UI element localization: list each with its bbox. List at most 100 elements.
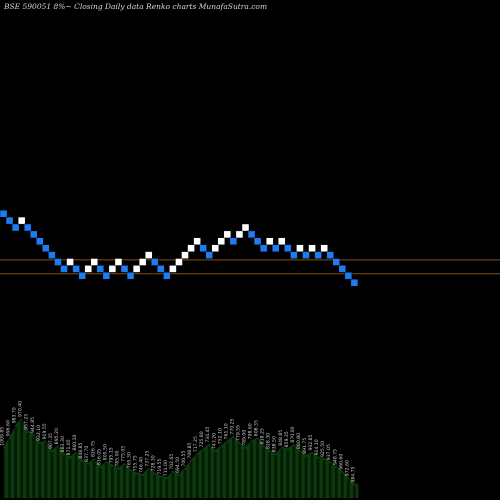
volume-bar xyxy=(316,458,320,498)
volume-label: 914.10 xyxy=(314,439,320,455)
volume-label: 717.25 xyxy=(193,436,199,452)
volume-bar xyxy=(141,476,145,498)
renko-brick-down xyxy=(205,251,213,259)
volume-bar xyxy=(353,485,356,498)
volume-bar xyxy=(213,452,217,498)
renko-brick-down xyxy=(314,251,322,259)
renko-brick-up xyxy=(84,265,92,273)
renko-brick-down xyxy=(350,279,359,287)
volume-bar xyxy=(135,474,138,498)
volume-bar xyxy=(32,436,36,498)
volume-bar xyxy=(38,444,42,498)
volume-bar xyxy=(268,452,272,498)
volume-bar xyxy=(232,437,235,498)
volume-bar xyxy=(219,447,223,498)
volume-label: 932.10 xyxy=(36,425,42,441)
volume-bar xyxy=(328,463,332,498)
volume-bar xyxy=(111,466,114,498)
volume-bar xyxy=(80,461,84,498)
volume-bar xyxy=(177,476,181,498)
volume-label: 996.60 xyxy=(6,420,12,436)
renko-brick-down xyxy=(30,230,38,239)
volume-label: 826.75 xyxy=(90,441,96,457)
volume-bar xyxy=(292,445,296,498)
volume-label: 789.00 xyxy=(242,430,248,446)
renko-brick-down xyxy=(163,272,171,280)
volume-label: 805.50 xyxy=(102,444,108,460)
renko-brick-down xyxy=(272,244,280,252)
renko-brick-down xyxy=(326,251,334,259)
volume-label: 907.35 xyxy=(48,433,54,449)
volume-bar xyxy=(50,452,54,498)
renko-brick-down xyxy=(247,230,256,239)
volume-label: 818.25 xyxy=(260,428,266,444)
volume-bar xyxy=(322,460,326,498)
volume-label: 837.70 xyxy=(84,446,90,462)
volume-bar xyxy=(86,464,90,498)
volume-label: 765.30 xyxy=(127,452,133,468)
volume-label: 957.25 xyxy=(24,414,30,430)
volume-label: 970.40 xyxy=(18,401,24,417)
renko-brick-down xyxy=(60,265,68,273)
volume-bar xyxy=(274,455,278,498)
renko-brick-up xyxy=(144,251,153,259)
renko-brick-down xyxy=(54,258,62,266)
volume-label: 728.30 xyxy=(151,455,157,471)
renko-brick-up xyxy=(108,265,117,273)
renko-brick-up xyxy=(308,244,316,252)
renko-brick-down xyxy=(290,251,298,259)
volume-bar xyxy=(26,432,30,498)
renko-brick-up xyxy=(296,244,304,252)
volume-bar xyxy=(244,448,247,498)
volume-bar xyxy=(129,471,132,498)
renko-brick-up xyxy=(138,258,147,266)
renko-brick-up xyxy=(235,230,244,239)
volume-bar xyxy=(225,442,229,498)
renko-brick-down xyxy=(5,216,14,225)
volume-label: 725.80 xyxy=(199,431,205,447)
renko-brick-up xyxy=(266,237,274,246)
renko-brick-up xyxy=(66,258,74,266)
volume-label: 838.50 xyxy=(272,436,278,452)
renko-brick-down xyxy=(42,244,50,252)
renko-brick-down xyxy=(332,258,340,266)
volume-label: 761.10 xyxy=(223,423,229,439)
renko-brick-down xyxy=(284,244,292,252)
volume-bar xyxy=(304,456,308,498)
volume-label: 752.10 xyxy=(217,428,223,444)
volume-bar xyxy=(298,452,302,498)
volume-label: 719.55 xyxy=(157,458,163,474)
volume-bar xyxy=(310,453,314,498)
volume-bar xyxy=(262,447,266,498)
renko-brick-up xyxy=(217,237,226,246)
volume-label: 880.80 xyxy=(296,433,302,449)
renko-brick-down xyxy=(151,258,159,266)
renko-brick-down xyxy=(11,223,20,232)
volume-label: 808.35 xyxy=(254,420,260,436)
volume-bar xyxy=(159,477,163,498)
volume-bar xyxy=(334,468,338,498)
renko-brick-up xyxy=(278,237,286,246)
volume-bar xyxy=(92,460,96,498)
volume-bar xyxy=(98,468,102,498)
volume-label: 848.85 xyxy=(78,442,84,458)
renko-brick-up xyxy=(320,244,328,252)
volume-label: 737.25 xyxy=(145,450,151,466)
volume-label: 700.55 xyxy=(181,450,187,466)
renko-brick-down xyxy=(199,244,207,252)
volume-label: 960.60 xyxy=(338,454,344,470)
renko-brick-up xyxy=(169,265,177,273)
volume-label: 770.25 xyxy=(229,418,235,434)
volume-bar xyxy=(189,461,193,498)
volume-label: 984.75 xyxy=(350,466,356,482)
volume-label: 860.10 xyxy=(72,434,78,450)
renko-brick-up xyxy=(223,230,232,239)
volume-bar xyxy=(104,463,108,498)
renko-brick-down xyxy=(48,251,56,259)
renko-brick-up xyxy=(17,216,26,225)
volume-bar xyxy=(280,448,284,498)
volume-label: 1009.85 xyxy=(0,427,6,446)
volume-label: 798.60 xyxy=(248,423,254,439)
